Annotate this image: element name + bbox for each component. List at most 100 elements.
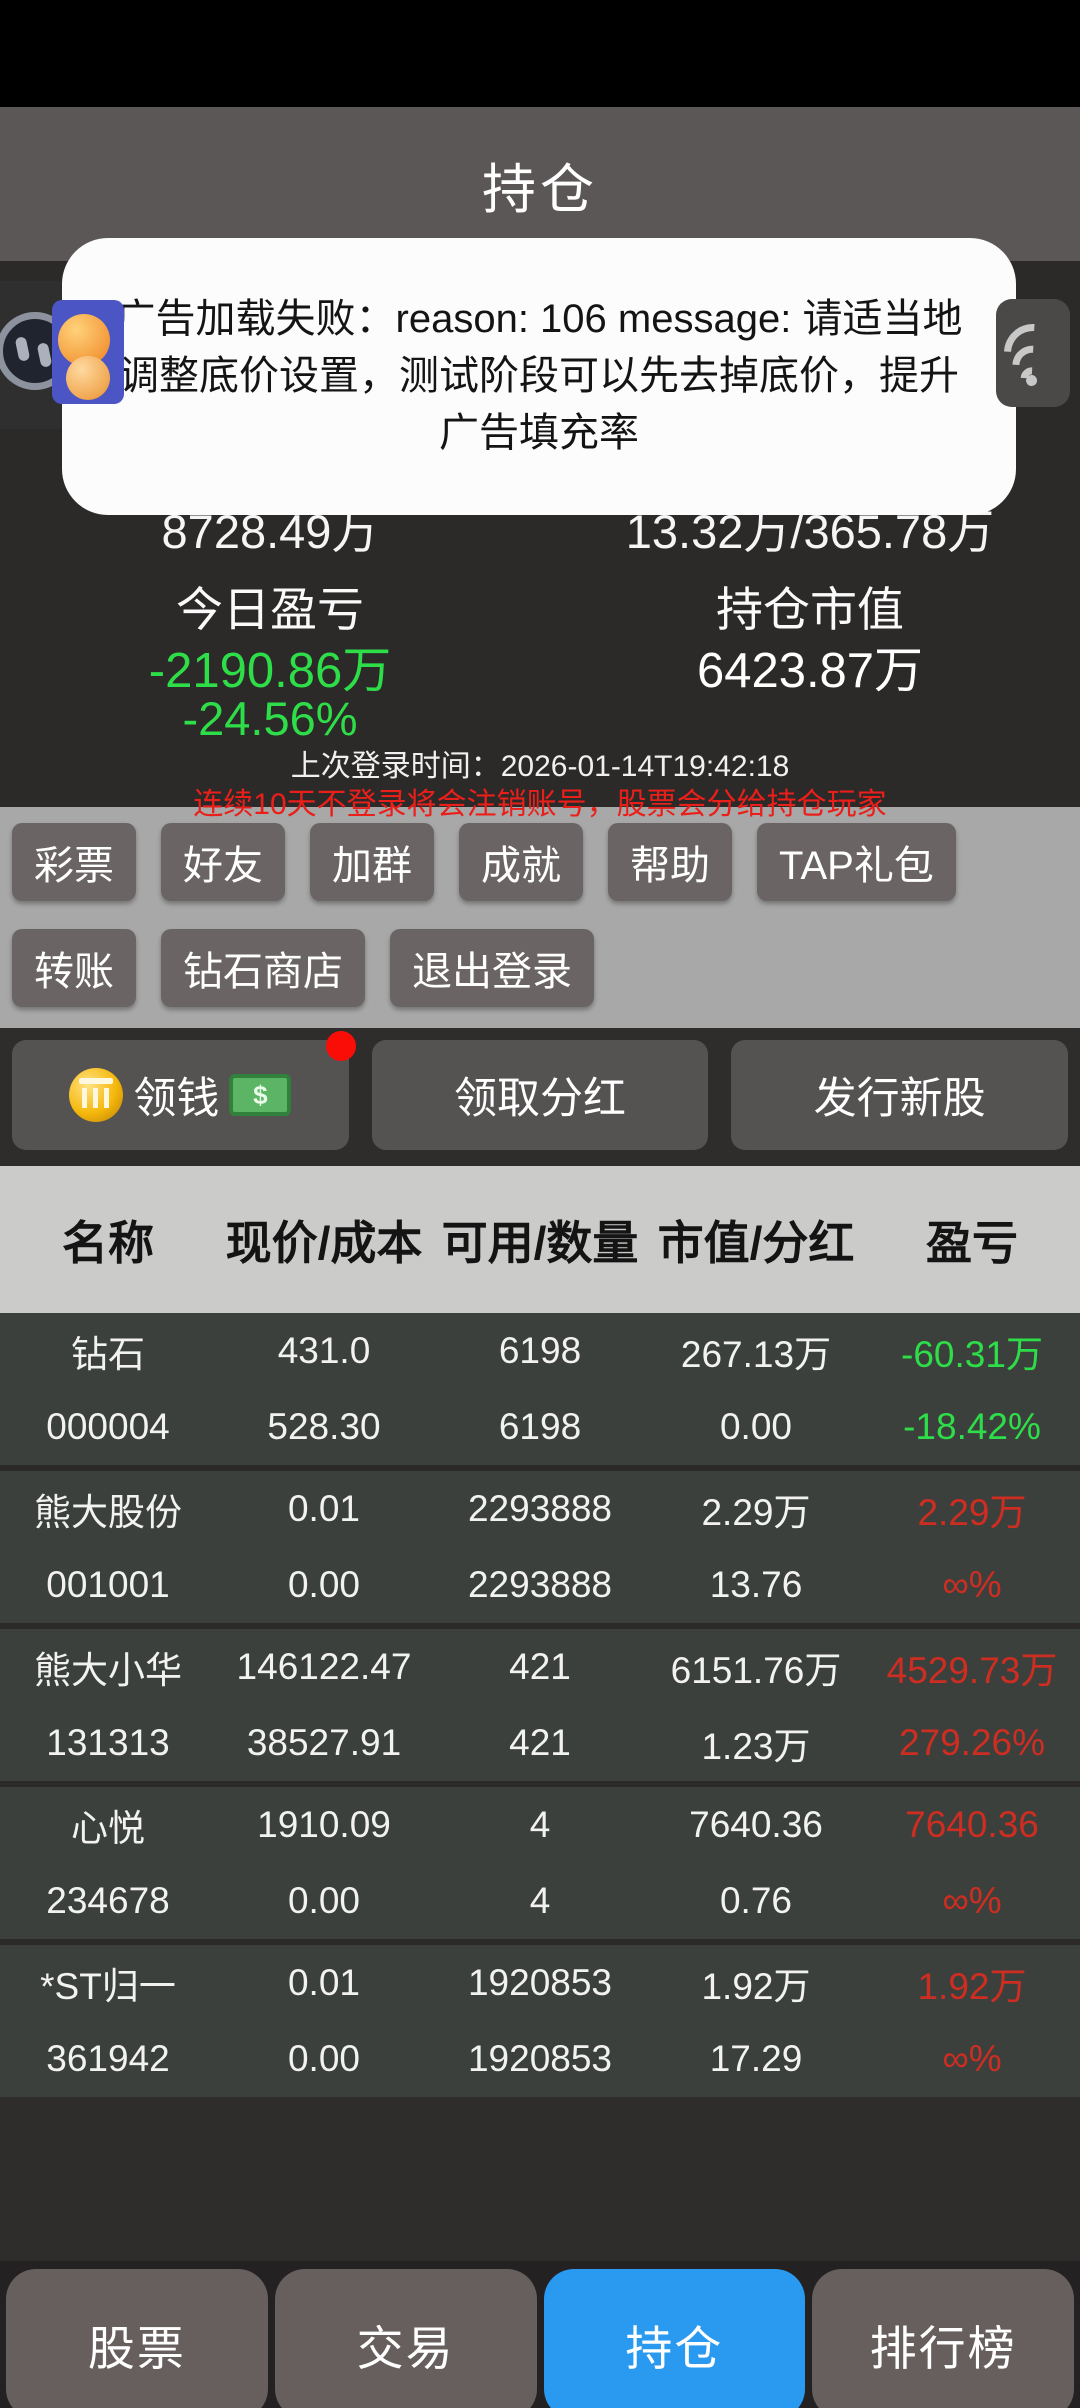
tab-holdings[interactable]: 持仓 — [543, 2269, 806, 2408]
claim-money-label: 领钱 — [133, 1075, 220, 1123]
ad-error-toast: 广告加载失败：reason: 106 message: 请适当地调整底价设置，测… — [62, 238, 1016, 515]
table-bottom-spacer — [0, 2097, 1080, 2261]
quantity: 4 — [529, 1880, 551, 1921]
current-price: 1910.09 — [257, 1804, 391, 1845]
dollar-banknote-icon — [229, 1074, 292, 1116]
tap-gift-button[interactable]: TAP礼包 — [757, 823, 956, 901]
table-row: 心悦 1910.09 4 7640.36 7640.36 — [0, 1787, 1080, 1863]
quantity: 1920853 — [467, 2038, 613, 2079]
pnl-amount: 1.92万 — [917, 1966, 1027, 2007]
pnl-percent: ∞% — [942, 2038, 1002, 2079]
sound-waves-icon — [992, 312, 1074, 394]
holding-group[interactable]: 熊大股份 0.01 2293888 2.29万 2.29万 001001 0.0… — [0, 1471, 1080, 1623]
holdings-table: 钻石 431.0 6198 267.13万 -60.31万 000004 528… — [0, 1313, 1080, 2097]
claim-dividend-label: 领取分红 — [454, 1075, 626, 1123]
tab-trade[interactable]: 交易 — [274, 2269, 537, 2408]
holdings-table-header: 名称 现价/成本 可用/数量 市值/分红 盈亏 — [0, 1166, 1080, 1313]
claims-panel: 领钱 领取分红 发行新股 — [0, 1028, 1080, 1166]
available: 421 — [509, 1646, 571, 1687]
market-value-label: 持仓市值 — [716, 583, 904, 636]
friends-button[interactable]: 好友 — [161, 823, 285, 901]
available: 4 — [529, 1804, 551, 1845]
status-bar — [0, 0, 1080, 107]
holding-group[interactable]: *ST归一 0.01 1920853 1.92万 1.92万 361942 0.… — [0, 1945, 1080, 2097]
table-row: 000004 528.30 6198 0.00 -18.42% — [0, 1389, 1080, 1465]
table-row: *ST归一 0.01 1920853 1.92万 1.92万 — [0, 1945, 1080, 2021]
last-login-time: 上次登录时间：2026-01-14T19:42:18 — [290, 750, 790, 783]
holding-group[interactable]: 钻石 431.0 6198 267.13万 -60.31万 000004 528… — [0, 1313, 1080, 1465]
table-row: 熊大股份 0.01 2293888 2.29万 2.29万 — [0, 1471, 1080, 1547]
holding-group[interactable]: 心悦 1910.09 4 7640.36 7640.36 234678 0.00… — [0, 1787, 1080, 1939]
today-pnl-value: -2190.86万 — [148, 644, 392, 698]
app-header: 持仓 — [0, 107, 1080, 261]
col-price-cost: 现价/成本 — [225, 1216, 423, 1269]
table-row: 001001 0.00 2293888 13.76 ∞% — [0, 1547, 1080, 1623]
available: 2293888 — [467, 1488, 613, 1529]
gold-bank-coin-icon — [69, 1068, 124, 1122]
transfer-button[interactable]: 转账 — [12, 929, 136, 1007]
cost-price: 38527.91 — [246, 1722, 402, 1763]
current-price: 0.01 — [287, 1962, 360, 2003]
stock-code: 234678 — [46, 1880, 170, 1921]
dividend: 0.00 — [719, 1406, 792, 1447]
market-cap: 267.13万 — [680, 1334, 832, 1375]
issue-new-shares-label: 发行新股 — [813, 1075, 986, 1123]
stock-code: 361942 — [46, 2038, 170, 2079]
lottery-button[interactable]: 彩票 — [12, 823, 136, 901]
holding-group[interactable]: 熊大小华 146122.47 421 6151.76万 4529.73万 131… — [0, 1629, 1080, 1781]
stock-code: 001001 — [46, 1564, 170, 1605]
quantity: 421 — [509, 1722, 571, 1763]
available: 1920853 — [467, 1962, 613, 2003]
logout-button[interactable]: 退出登录 — [390, 929, 594, 1007]
help-button[interactable]: 帮助 — [608, 823, 732, 901]
emoji-app-icon[interactable] — [52, 300, 124, 404]
table-row: 361942 0.00 1920853 17.29 ∞% — [0, 2021, 1080, 2097]
achievements-button[interactable]: 成就 — [459, 823, 583, 901]
dividend: 17.29 — [709, 2038, 803, 2079]
claim-dividend-button[interactable]: 领取分红 — [371, 1040, 709, 1150]
current-price: 431.0 — [277, 1330, 371, 1371]
join-group-button[interactable]: 加群 — [310, 823, 434, 901]
cost-price: 528.30 — [267, 1406, 381, 1447]
bottom-nav: 股票 交易 持仓 排行榜 — [0, 2261, 1080, 2408]
stock-name: *ST归一 — [40, 1966, 176, 2007]
diamond-shop-button[interactable]: 钻石商店 — [161, 929, 365, 1007]
col-value-dividend: 市值/分红 — [657, 1216, 855, 1269]
current-price: 0.01 — [287, 1488, 360, 1529]
pnl-amount: 2.29万 — [917, 1492, 1027, 1533]
table-row: 熊大小华 146122.47 421 6151.76万 4529.73万 — [0, 1629, 1080, 1705]
stock-code: 000004 — [46, 1406, 170, 1447]
col-name: 名称 — [62, 1216, 154, 1269]
tab-stocks[interactable]: 股票 — [6, 2269, 268, 2408]
quantity: 2293888 — [467, 1564, 613, 1605]
pnl-percent: 279.26% — [898, 1722, 1046, 1763]
quick-actions-panel: 彩票 好友 加群 成就 帮助 TAP礼包 转账 钻石商店 退出登录 — [0, 807, 1080, 1028]
dividend: 1.23万 — [701, 1726, 811, 1767]
table-row: 234678 0.00 4 0.76 ∞% — [0, 1863, 1080, 1939]
cost-price: 0.00 — [287, 1564, 360, 1605]
empty-cell — [540, 691, 1080, 746]
market-cap: 7640.36 — [689, 1804, 823, 1845]
pnl-percent: ∞% — [942, 1880, 1002, 1921]
inactivity-warning: 连续10天不登录将会注销账号，股票会分给持仓玩家 — [193, 788, 887, 821]
pnl-amount: 7640.36 — [905, 1804, 1039, 1845]
notification-red-dot — [326, 1031, 356, 1061]
claim-money-button[interactable]: 领钱 — [12, 1040, 349, 1150]
stock-code: 131313 — [46, 1722, 170, 1763]
tab-ranking[interactable]: 排行榜 — [812, 2269, 1074, 2408]
pnl-amount: -60.31万 — [901, 1334, 1043, 1375]
toast-message: 广告加载失败：reason: 106 message: 请适当地调整底价设置，测… — [115, 297, 963, 455]
available: 6198 — [498, 1330, 582, 1371]
announcement-button[interactable] — [992, 299, 1074, 407]
today-pnl-percent: -24.56% — [182, 692, 358, 745]
stock-name: 钻石 — [71, 1334, 145, 1375]
today-pnl-label: 今日盈亏 — [176, 583, 364, 636]
stock-name: 熊大股份 — [34, 1492, 182, 1533]
issue-new-shares-button[interactable]: 发行新股 — [731, 1040, 1069, 1150]
table-row: 钻石 431.0 6198 267.13万 -60.31万 — [0, 1313, 1080, 1389]
stock-name: 心悦 — [71, 1808, 145, 1849]
pnl-percent: ∞% — [942, 1564, 1002, 1605]
dividend: 13.76 — [709, 1564, 803, 1605]
col-available-qty: 可用/数量 — [441, 1216, 639, 1269]
